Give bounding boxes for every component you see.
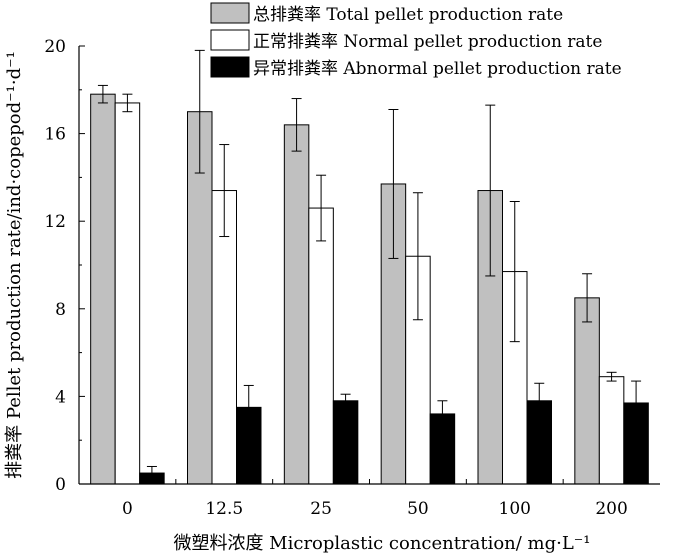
bar-s3-100 xyxy=(526,400,552,485)
x-axis-title: 微塑料浓度 Microplastic concentration/ mg·L⁻¹ xyxy=(173,533,590,554)
y-tick-label-16: 16 xyxy=(44,125,66,145)
y-tick-label-0: 0 xyxy=(55,475,66,495)
bar-s1-0 xyxy=(90,93,116,485)
legend-label-1: 总排粪率 Total pellet production rate xyxy=(253,5,563,25)
bar-s3-25 xyxy=(332,400,359,485)
x-tick-label-0: 0 xyxy=(122,499,133,519)
bar-s1-25 xyxy=(283,124,310,485)
y-tick-label-8: 8 xyxy=(55,300,66,320)
legend: 总排粪率 Total pellet production rate 正常排粪率 N… xyxy=(210,2,622,79)
bar-s1-12.5 xyxy=(187,111,213,485)
y-tick-label-12: 12 xyxy=(44,212,66,232)
x-tick-label-100: 100 xyxy=(499,499,531,519)
y-axis-title: 排粪率 Pellet production rate/ind·copepod⁻¹… xyxy=(4,51,25,479)
bar-s2-200 xyxy=(598,376,625,485)
y-tick-label-4: 4 xyxy=(55,387,66,407)
x-tick-label-12.5: 12.5 xyxy=(205,499,243,519)
legend-swatch-2 xyxy=(210,29,250,51)
bar-s2-25 xyxy=(308,207,334,485)
x-tick-label-25: 25 xyxy=(310,499,332,519)
bar-s2-0 xyxy=(114,102,141,485)
x-tick-label-50: 50 xyxy=(407,499,429,519)
x-tick-label-200: 200 xyxy=(595,499,627,519)
bar-s1-200 xyxy=(574,297,600,485)
legend-swatch-3 xyxy=(210,56,250,78)
legend-label-2: 正常排粪率 Normal pellet production rate xyxy=(253,32,602,52)
legend-label-3: 异常排粪率 Abnormal pellet production rate xyxy=(253,59,622,79)
legend-swatch-1 xyxy=(210,2,250,24)
y-tick-label-20: 20 xyxy=(44,37,66,57)
plot-area xyxy=(90,49,649,485)
